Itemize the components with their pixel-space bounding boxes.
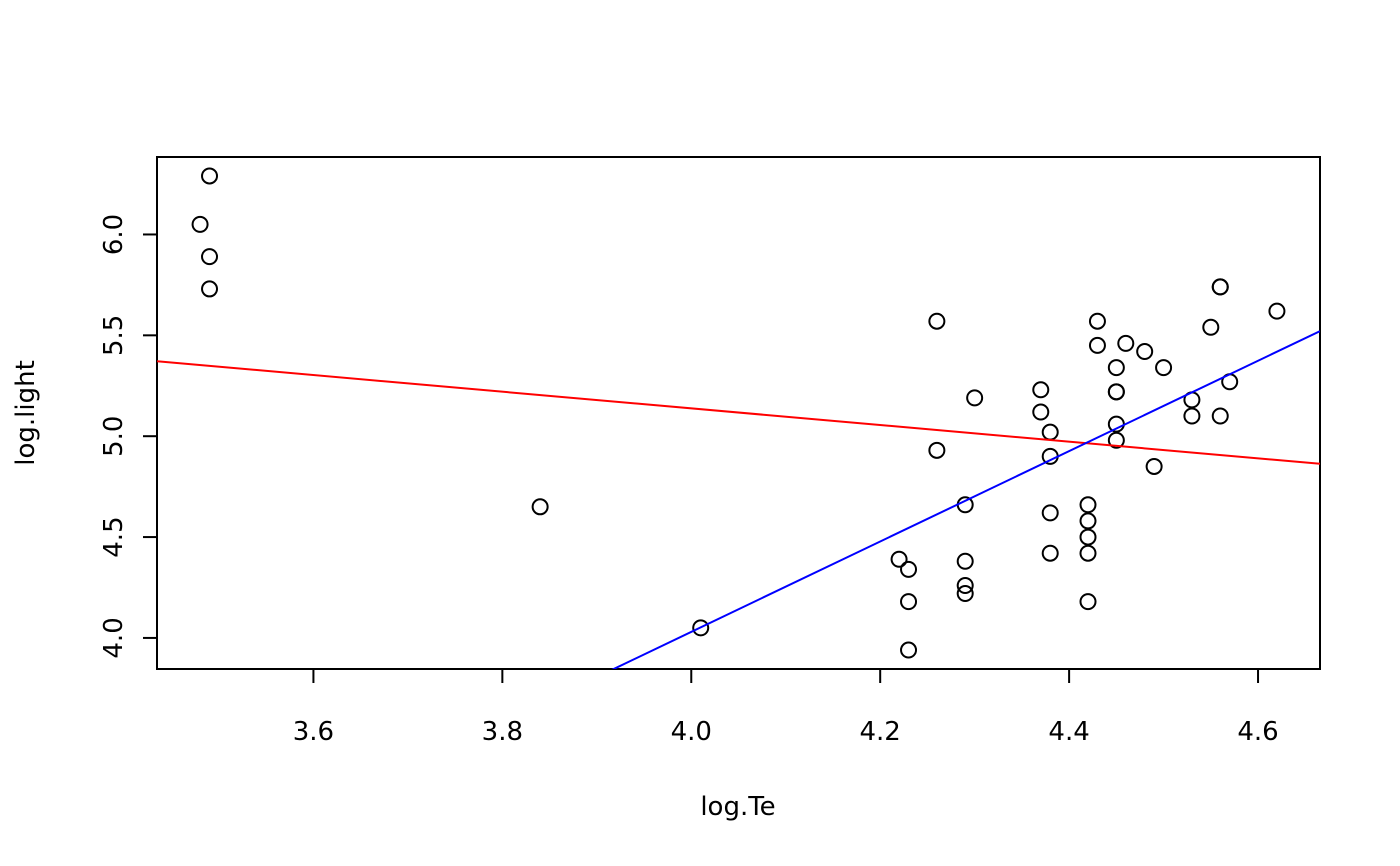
point bbox=[1041, 544, 1059, 562]
point bbox=[900, 641, 918, 659]
point bbox=[1032, 381, 1050, 399]
x-tick-label: 3.8 bbox=[482, 717, 523, 747]
y-tick-label: 5.5 bbox=[99, 315, 129, 356]
point bbox=[1088, 336, 1106, 354]
point bbox=[1079, 593, 1097, 611]
fit-line bbox=[157, 360, 1320, 465]
point bbox=[1183, 407, 1201, 425]
point bbox=[966, 389, 984, 407]
plot-frame bbox=[156, 156, 1321, 670]
point bbox=[1145, 457, 1163, 475]
x-tick-label: 4.4 bbox=[1048, 717, 1089, 747]
point bbox=[1136, 342, 1154, 360]
point bbox=[1041, 504, 1059, 522]
x-tick-label: 4.0 bbox=[671, 717, 712, 747]
point bbox=[900, 593, 918, 611]
point bbox=[1107, 359, 1125, 377]
point bbox=[956, 552, 974, 570]
point bbox=[531, 498, 549, 516]
point bbox=[1032, 403, 1050, 421]
point bbox=[1211, 278, 1229, 296]
point bbox=[1088, 312, 1106, 330]
point bbox=[900, 560, 918, 578]
point bbox=[201, 167, 219, 185]
point bbox=[1041, 423, 1059, 441]
point bbox=[928, 441, 946, 459]
y-tick-label: 6.0 bbox=[99, 214, 129, 255]
x-tick-label: 4.6 bbox=[1237, 717, 1278, 747]
point bbox=[1211, 407, 1229, 425]
point bbox=[1202, 318, 1220, 336]
point bbox=[1079, 512, 1097, 530]
point bbox=[956, 496, 974, 514]
point bbox=[1107, 431, 1125, 449]
point bbox=[1107, 383, 1125, 401]
fit-line bbox=[611, 330, 1320, 669]
point bbox=[692, 619, 710, 637]
point bbox=[1117, 334, 1135, 352]
x-tick-label: 3.6 bbox=[293, 717, 334, 747]
x-tick-label: 4.2 bbox=[860, 717, 901, 747]
point bbox=[956, 585, 974, 603]
point bbox=[1268, 302, 1286, 320]
point bbox=[201, 248, 219, 266]
x-axis-title: log.Te bbox=[700, 792, 775, 822]
y-tick-label: 4.5 bbox=[99, 516, 129, 557]
point bbox=[1079, 528, 1097, 546]
y-axis-title: log.light bbox=[11, 360, 41, 466]
point bbox=[890, 550, 908, 568]
y-tick-label: 5.0 bbox=[99, 416, 129, 457]
point bbox=[191, 215, 209, 233]
point bbox=[1079, 544, 1097, 562]
point bbox=[1155, 359, 1173, 377]
point bbox=[928, 312, 946, 330]
y-tick-label: 4.0 bbox=[99, 617, 129, 658]
point bbox=[956, 576, 974, 594]
point bbox=[1079, 496, 1097, 514]
point bbox=[201, 280, 219, 298]
